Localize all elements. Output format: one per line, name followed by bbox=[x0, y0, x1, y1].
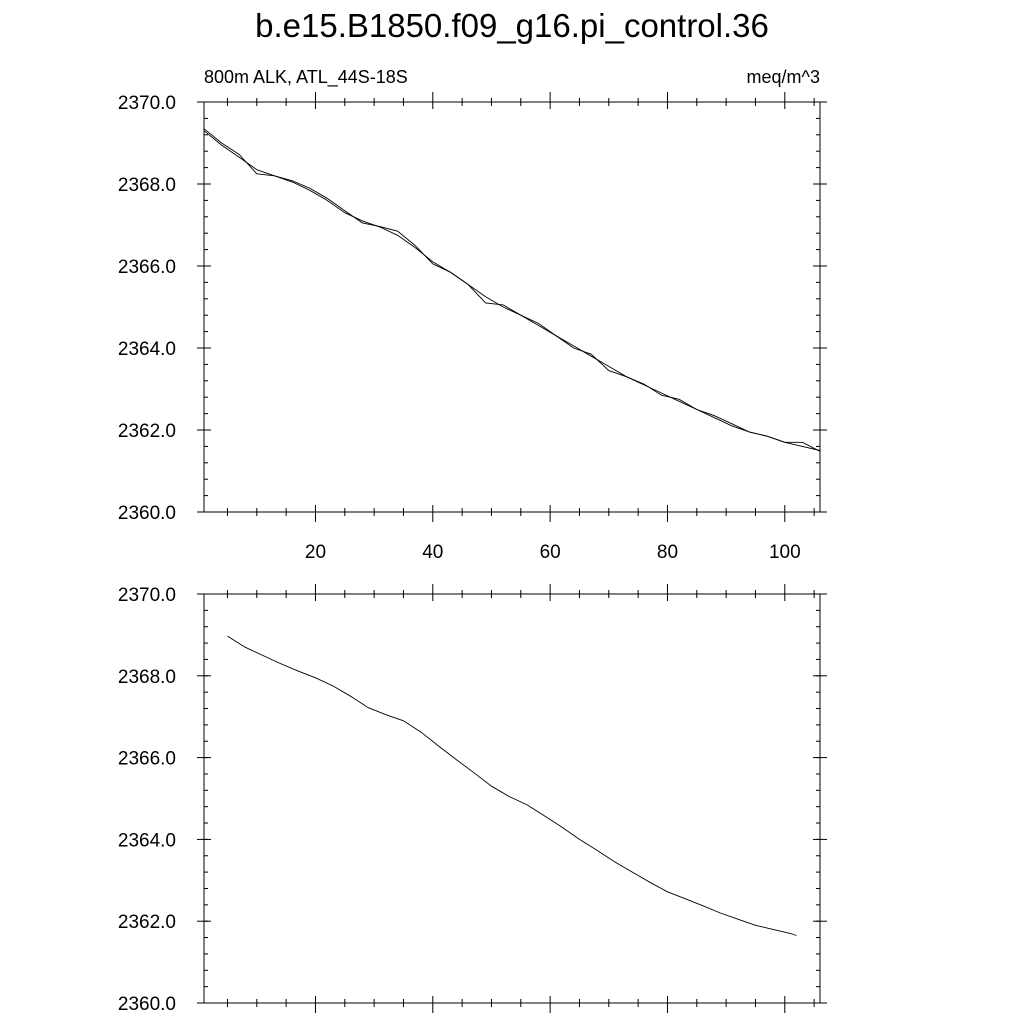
top-ytick-label: 2362.0 bbox=[118, 421, 176, 442]
left-subtitle: 800m ALK, ATL_44S-18S bbox=[204, 67, 408, 88]
top-panel-series bbox=[203, 128, 821, 452]
bottom-panel-series bbox=[227, 635, 797, 936]
top-xtick-label: 60 bbox=[540, 542, 561, 563]
top-ytick-label: 2360.0 bbox=[118, 503, 176, 524]
bottom-panel: 2360.0 2362.0 2364.0 2366.0 2368.0 2370.0 bbox=[118, 584, 827, 1015]
top-panel-frame bbox=[203, 101, 821, 513]
chart-title: b.e15.B1850.f09_g16.pi_control.36 bbox=[255, 7, 769, 44]
bottom-ytick-label: 2370.0 bbox=[118, 585, 176, 606]
bottom-panel-frame bbox=[203, 593, 821, 1004]
top-panel-labels: 2360.0 2362.0 2364.0 2366.0 2368.0 2370.0 20 40… bbox=[118, 93, 801, 563]
top-xtick-label: 100 bbox=[769, 542, 801, 563]
top-ytick-label: 2368.0 bbox=[118, 175, 176, 196]
bottom-ytick-label: 2362.0 bbox=[118, 912, 176, 933]
bottom-ytick-label: 2366.0 bbox=[118, 749, 176, 770]
right-subtitle: meq/m^3 bbox=[747, 67, 820, 87]
top-panel-ticks bbox=[197, 92, 827, 522]
bottom-series-smoothed bbox=[227, 635, 797, 936]
top-series-annual bbox=[203, 128, 821, 452]
bottom-ytick-label: 2364.0 bbox=[118, 830, 176, 851]
bottom-ytick-label: 2360.0 bbox=[118, 994, 176, 1015]
bottom-panel-labels: 2360.0 2362.0 2364.0 2366.0 2368.0 2370.0 bbox=[118, 585, 176, 1015]
top-ytick-label: 2364.0 bbox=[118, 339, 176, 360]
top-xtick-label: 40 bbox=[422, 542, 443, 563]
top-xtick-label: 20 bbox=[305, 542, 326, 563]
bottom-panel-ticks bbox=[197, 584, 827, 1013]
top-panel: 2360.0 2362.0 2364.0 2366.0 2368.0 2370.0 20 40… bbox=[118, 92, 827, 563]
bottom-ytick-label: 2368.0 bbox=[118, 667, 176, 688]
top-series-smoothed bbox=[203, 130, 821, 451]
top-xtick-label: 80 bbox=[657, 542, 678, 563]
top-ytick-label: 2366.0 bbox=[118, 257, 176, 278]
top-ytick-label: 2370.0 bbox=[118, 93, 176, 114]
